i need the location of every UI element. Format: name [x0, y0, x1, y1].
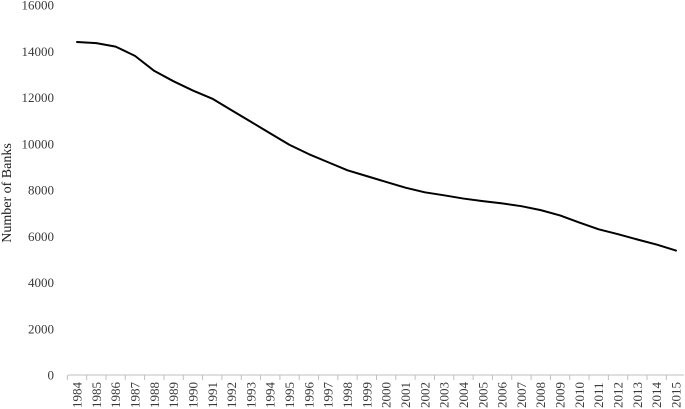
y-tick-label: 6000 [28, 229, 54, 244]
y-tick-label: 2000 [28, 321, 54, 336]
x-tick-label: 1992 [224, 382, 239, 408]
x-tick-label: 2003 [437, 382, 452, 408]
y-axis-title: Number of Banks [0, 143, 15, 243]
x-axis: 1984 1985 1986 1987 1988 1989 1990 1991 1992 1993… [66, 374, 684, 409]
x-tick-label: 2004 [456, 382, 471, 409]
y-tick-label: 16000 [22, 0, 55, 13]
x-tick-label: 1987 [127, 382, 142, 409]
x-tick-label: 1997 [321, 382, 336, 409]
x-tick-label: 1998 [340, 382, 355, 408]
x-tick-label: 1984 [70, 382, 85, 409]
x-tick-label: 2013 [630, 382, 645, 408]
x-tick-label: 2011 [591, 382, 606, 408]
x-tick-label: 2002 [417, 382, 432, 408]
x-tick-label: 2007 [514, 382, 529, 409]
x-tick-label: 1985 [89, 382, 104, 408]
y-tick-label: 12000 [22, 90, 55, 105]
y-tick-label: 4000 [28, 275, 54, 290]
x-tick-label: 2008 [533, 382, 548, 408]
y-tick-label: 0 [48, 368, 55, 383]
y-axis: 0 2000 4000 6000 8000 10000 12000 14000 16000 [22, 0, 55, 383]
x-tick-label: 2005 [475, 382, 490, 408]
x-tick-label: 1988 [147, 382, 162, 408]
x-tick-label: 1995 [282, 382, 297, 408]
x-tick-label: 2006 [495, 381, 510, 408]
x-tick-label: 1996 [301, 382, 316, 409]
x-tick-label: 1990 [185, 382, 200, 408]
x-tick-label: 1986 [108, 382, 123, 409]
x-tick-label: 1994 [263, 382, 278, 409]
x-tick-label: 2009 [553, 382, 568, 408]
y-tick-label: 14000 [22, 44, 55, 59]
x-tick-label: 2010 [572, 382, 587, 408]
y-tick-label: 8000 [28, 183, 54, 198]
x-tick-label: 2014 [649, 382, 664, 409]
x-tick-label: 2001 [398, 382, 413, 408]
x-tick-label: 1991 [205, 382, 220, 408]
x-tick-label: 2015 [669, 382, 684, 408]
x-tick-label: 1989 [166, 382, 181, 408]
x-tick-label: 1993 [243, 382, 258, 408]
series-line-number-of-banks [76, 41, 677, 252]
x-tick-label: 1999 [359, 382, 374, 408]
x-tick-label: 2012 [611, 382, 626, 408]
y-tick-label: 10000 [22, 136, 55, 151]
x-tick-label: 2000 [379, 382, 394, 408]
